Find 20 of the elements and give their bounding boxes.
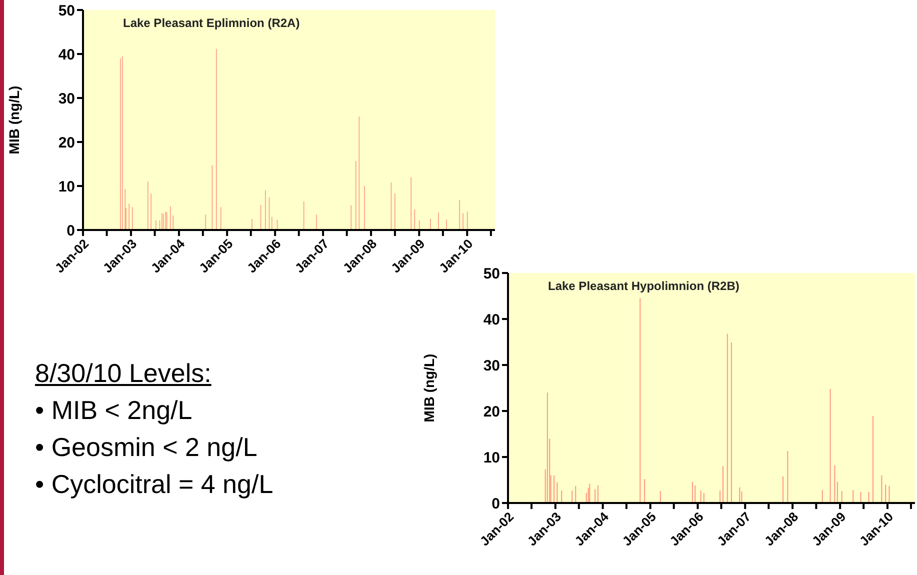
y-tick-label: 40: [58, 46, 75, 64]
text: • MIB < 2ng/L: [35, 394, 194, 427]
y-tick-label: 10: [483, 449, 500, 466]
y-tick-label: 50: [58, 2, 75, 20]
y-tick-label: 30: [58, 90, 75, 108]
y-axis-title: MIB (ng/L): [420, 354, 437, 422]
y-axis-title: MIB (ng/L): [6, 86, 22, 154]
y-tick-label: 20: [483, 403, 500, 420]
text: 8/30/10 Levels:: [35, 358, 212, 388]
y-tick-label: 0: [66, 222, 75, 240]
text: Lake Pleasant Hypolimnion (R2B): [548, 279, 740, 293]
y-tick-label: 20: [58, 134, 75, 152]
y-tick-label: 50: [483, 265, 500, 282]
y-tick-label: 30: [483, 357, 500, 374]
y-tick-label: 10: [58, 178, 75, 196]
y-tick-label: 0: [492, 495, 500, 512]
text: • Geosmin < 2 ng/L: [35, 431, 258, 464]
text: • Cyclocitral = 4 ng/L: [35, 468, 274, 501]
text: Lake Pleasant Eplimnion (R2A): [123, 16, 300, 30]
y-tick-label: 40: [483, 311, 500, 328]
